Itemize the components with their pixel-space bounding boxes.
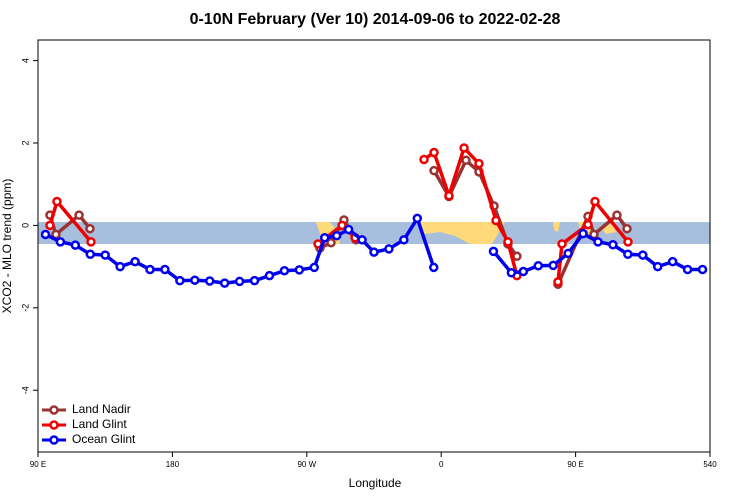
x-tick-label: 540 bbox=[703, 460, 717, 469]
data-point bbox=[491, 215, 501, 226]
data-point bbox=[533, 261, 544, 271]
plot-frame bbox=[37, 39, 711, 453]
y-axis-label: XCO2 - MLO trend (ppm) bbox=[0, 179, 14, 314]
data-point bbox=[204, 276, 215, 286]
data-point bbox=[638, 250, 648, 260]
data-point bbox=[190, 275, 200, 285]
y-tick-label: 4 bbox=[20, 58, 30, 63]
data-point bbox=[461, 155, 471, 166]
data-point bbox=[219, 278, 230, 288]
data-point bbox=[412, 213, 423, 224]
data-point bbox=[319, 233, 330, 243]
data-point bbox=[52, 196, 62, 207]
data-point bbox=[337, 220, 347, 231]
data-point bbox=[331, 230, 342, 241]
data-point bbox=[667, 256, 678, 267]
data-point bbox=[608, 240, 618, 250]
data-point bbox=[45, 220, 55, 231]
legend-marker bbox=[49, 420, 59, 430]
data-point bbox=[100, 250, 110, 260]
y-tick-label: 0 bbox=[20, 223, 30, 228]
data-point bbox=[512, 251, 522, 262]
data-point bbox=[234, 276, 245, 287]
data-point bbox=[175, 275, 185, 286]
data-point bbox=[444, 190, 454, 201]
data-point bbox=[557, 239, 567, 249]
x-tick-label: 180 bbox=[166, 460, 180, 469]
data-point bbox=[697, 264, 708, 275]
data-point bbox=[623, 237, 633, 247]
data-point bbox=[130, 256, 140, 267]
data-point bbox=[553, 277, 563, 287]
data-point bbox=[548, 260, 558, 271]
x-tick-label: 0 bbox=[439, 460, 444, 469]
data-point bbox=[85, 249, 96, 259]
data-point bbox=[488, 246, 499, 257]
data-point bbox=[652, 261, 663, 272]
series-line bbox=[423, 144, 519, 277]
chart-title: 0-10N February (Ver 10) 2014-09-06 to 20… bbox=[190, 11, 561, 28]
data-point bbox=[419, 154, 429, 165]
data-point bbox=[578, 228, 588, 239]
series-line bbox=[44, 214, 436, 285]
x-axis-label: Longitude bbox=[349, 476, 402, 490]
data-point bbox=[503, 237, 513, 247]
data-point bbox=[682, 264, 693, 275]
data-point bbox=[518, 266, 529, 277]
data-point bbox=[369, 247, 379, 257]
data-point bbox=[249, 275, 260, 286]
data-point bbox=[563, 248, 573, 259]
land-patch bbox=[553, 222, 560, 232]
data-point bbox=[264, 270, 275, 281]
legend-label: Ocean Glint bbox=[72, 432, 136, 446]
data-point bbox=[428, 262, 439, 273]
y-tick-label: -2 bbox=[20, 304, 30, 312]
data-point bbox=[85, 223, 95, 234]
data-point bbox=[294, 265, 305, 275]
data-point bbox=[70, 240, 81, 250]
x-tick-label: 90 E bbox=[567, 460, 583, 469]
data-point bbox=[384, 244, 394, 254]
data-point bbox=[583, 219, 593, 230]
data-point bbox=[160, 264, 170, 275]
data-point bbox=[86, 237, 96, 247]
data-point bbox=[343, 224, 354, 235]
data-point bbox=[459, 143, 469, 153]
data-point bbox=[399, 235, 409, 245]
legend-label: Land Nadir bbox=[72, 402, 131, 416]
ocean-band bbox=[38, 222, 710, 244]
data-point bbox=[40, 229, 51, 240]
x-tick-label: 90 E bbox=[30, 460, 46, 469]
data-point bbox=[326, 237, 336, 248]
data-point bbox=[115, 261, 125, 272]
data-point bbox=[474, 158, 484, 169]
legend-label: Land Glint bbox=[72, 417, 127, 431]
data-point bbox=[357, 235, 367, 245]
data-point bbox=[279, 265, 290, 276]
legend-marker bbox=[49, 435, 59, 445]
data-point bbox=[429, 165, 439, 176]
data-point bbox=[623, 249, 633, 259]
map-strip bbox=[38, 222, 710, 244]
data-point bbox=[622, 223, 632, 234]
data-point bbox=[612, 210, 622, 220]
y-tick-label: -4 bbox=[20, 386, 30, 394]
data-point bbox=[593, 237, 603, 247]
data-point bbox=[309, 262, 320, 273]
data-point bbox=[429, 147, 439, 158]
data-point bbox=[55, 237, 66, 247]
y-tick-label: 2 bbox=[20, 140, 30, 145]
data-point bbox=[506, 268, 517, 278]
data-point bbox=[145, 264, 155, 275]
legend-marker bbox=[49, 405, 59, 415]
data-point bbox=[74, 210, 84, 220]
data-point bbox=[590, 196, 600, 207]
x-tick-label: 90 W bbox=[297, 460, 316, 469]
land-patch bbox=[415, 222, 505, 244]
